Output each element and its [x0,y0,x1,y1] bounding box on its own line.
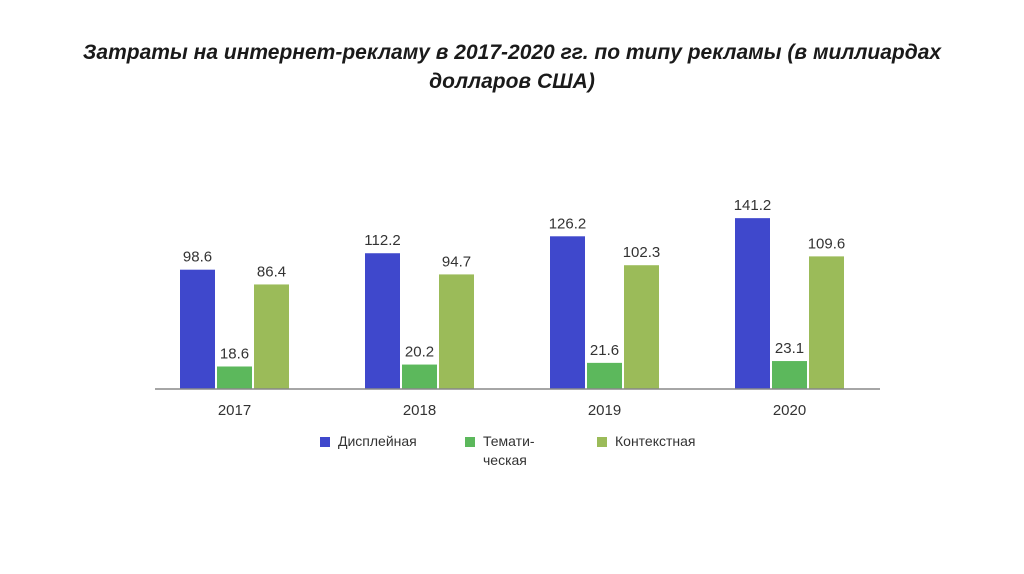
data-label-2018-s2: 94.7 [442,253,471,270]
bar-2019-s1 [587,362,622,389]
data-label-2020-s1: 23.1 [775,340,804,357]
legend-label-s0-line0: Дисплейная [338,433,417,449]
bar-2020-s1 [772,361,807,389]
legend-swatch-s2 [597,437,607,447]
bars-group [180,218,844,389]
bar-2017-s2 [254,284,289,389]
data-label-2018-s1: 20.2 [405,344,434,361]
chart-title: Затраты на интернет-рекламу в 2017-2020 … [82,41,942,93]
data-label-2019-s0: 126.2 [549,215,587,232]
legend-label-s1-line0: Темати- [483,433,535,449]
data-labels-group: 98.6 18.6 86.4 112.2 20.2 94.7 126.2 21.6 102.3 1… [183,197,845,362]
bar-2017-s1 [217,366,252,389]
bar-2018-s2 [439,274,474,389]
x-tick-label-2017: 2017 [218,402,251,419]
data-label-2017-s2: 86.4 [257,263,286,280]
bar-2018-s1 [402,364,437,389]
data-label-2020-s0: 141.2 [734,197,772,214]
x-tick-label-2020: 2020 [773,402,806,419]
x-tick-label-2018: 2018 [403,402,436,419]
data-label-2017-s1: 18.6 [220,345,249,362]
legend-swatch-s0 [320,437,330,447]
bar-2019-s2 [624,265,659,389]
legend: Дисплейная Темати-ческая Контекстная [320,433,696,468]
bar-2019-s0 [550,236,585,389]
data-label-2017-s0: 98.6 [183,249,212,266]
x-tick-label-2019: 2019 [588,402,621,419]
data-label-2020-s2: 109.6 [808,235,846,252]
bar-2020-s0 [735,218,770,389]
legend-swatch-s1 [465,437,475,447]
bar-2020-s2 [809,256,844,389]
x-tick-labels-group: 2017 2018 2019 2020 [218,402,806,419]
bar-2017-s0 [180,269,215,389]
data-label-2019-s1: 21.6 [590,342,619,359]
legend-label-s2-line0: Контекстная [615,433,696,449]
legend-label-s1-line1: ческая [483,452,527,468]
bar-2018-s0 [365,253,400,389]
data-label-2018-s0: 112.2 [364,232,400,249]
data-label-2019-s2: 102.3 [623,244,661,261]
